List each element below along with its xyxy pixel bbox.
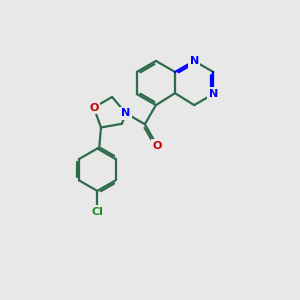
Text: N: N [121,108,130,118]
Text: N: N [190,56,199,66]
Text: Cl: Cl [92,206,103,217]
Text: O: O [153,141,162,151]
Text: O: O [89,103,98,112]
Text: N: N [209,89,218,99]
